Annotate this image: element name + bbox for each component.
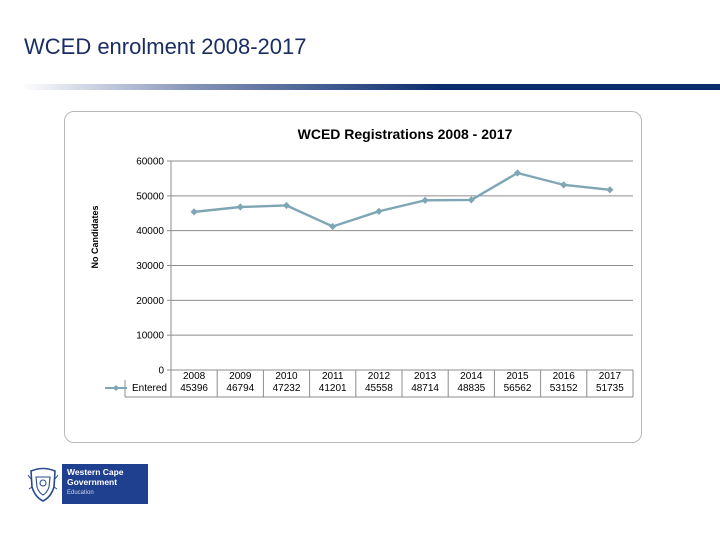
chart-title: WCED Registrations 2008 - 2017: [298, 126, 513, 142]
series-entered: [190, 169, 614, 231]
x-category-label: 2009: [229, 371, 252, 382]
legend-marker-key: [113, 385, 119, 391]
y-tick-label: 20000: [136, 296, 164, 307]
logo-line-3: Education: [67, 490, 94, 496]
x-category-label: 2010: [275, 371, 298, 382]
y-tick-label: 0: [158, 366, 164, 377]
chart-frame: WCED Registrations 2008 - 2017 No Candid…: [64, 111, 642, 443]
data-value-label: 46794: [226, 383, 254, 394]
y-tick-label: 50000: [136, 191, 164, 202]
data-point: [236, 203, 244, 211]
slide-title: WCED enrolment 2008-2017: [24, 34, 307, 59]
data-point: [190, 208, 198, 216]
x-category-label: 2013: [414, 371, 437, 382]
data-value-label: 51735: [596, 383, 624, 394]
y-tick-label: 10000: [136, 331, 164, 342]
data-point: [282, 201, 291, 210]
gridlines: [171, 160, 633, 336]
y-axis-label: No Candidates: [90, 205, 100, 268]
data-point: [375, 207, 383, 215]
data-point: [513, 169, 522, 177]
data-value-label: 48835: [457, 383, 485, 394]
logo-wordmark: Western Cape Government Education: [62, 464, 148, 504]
line-chart: WCED Registrations 2008 - 2017 No Candid…: [90, 126, 634, 398]
data-value-label: 48714: [411, 383, 439, 394]
legend-series-name: Entered: [132, 383, 167, 394]
data-point: [606, 186, 614, 194]
logo-line-2: Government: [67, 477, 118, 487]
y-tick-label: 60000: [136, 157, 164, 168]
data-value-label: 47232: [273, 383, 301, 394]
axes: 0 10000 20000 30000 40000 50000 60000: [136, 157, 172, 397]
x-category-label: 2011: [322, 371, 344, 382]
x-category-label: 2015: [506, 371, 529, 382]
coat-of-arms-icon: [24, 464, 62, 504]
data-value-label: 53152: [550, 383, 578, 394]
x-category-label: 2008: [183, 371, 206, 382]
y-tick-label: 40000: [136, 226, 164, 237]
data-point: [467, 196, 475, 204]
wc-government-logo: Western Cape Government Education: [24, 464, 148, 504]
x-category-label: 2017: [599, 371, 622, 382]
series-line: [193, 171, 611, 228]
data-point: [421, 196, 429, 204]
data-point: [329, 222, 337, 231]
data-table: 2008 2009 2010 2011 2012 2013 2014 2015 2016 2017…: [105, 369, 634, 398]
logo-line-1: Western Cape: [67, 467, 124, 477]
y-tick-label: 30000: [136, 261, 164, 272]
title-rule: [20, 84, 720, 90]
x-category-label: 2016: [553, 371, 576, 382]
data-value-label: 41201: [319, 383, 347, 394]
x-category-label: 2014: [460, 371, 483, 382]
x-category-label: 2012: [368, 371, 391, 382]
data-value-label: 56562: [504, 383, 532, 394]
data-point: [560, 181, 568, 189]
data-value-label: 45396: [180, 383, 208, 394]
data-value-label: 45558: [365, 383, 393, 394]
